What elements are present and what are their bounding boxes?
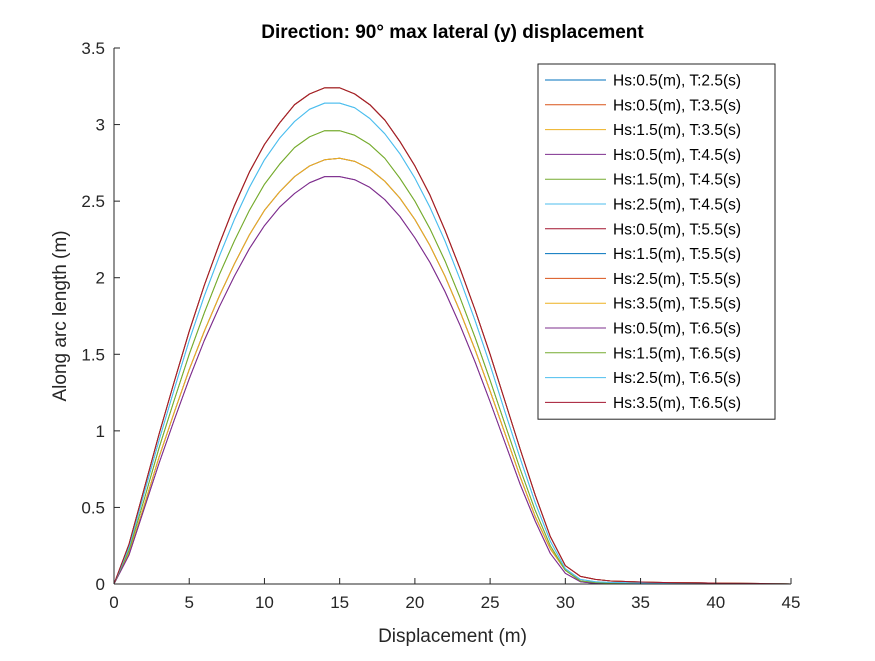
x-tick-label: 45 (782, 593, 801, 612)
legend-label: Hs:2.5(m), T:6.5(s) (613, 370, 741, 387)
legend-label: Hs:1.5(m), T:3.5(s) (613, 122, 741, 139)
y-tick-label: 2 (96, 269, 105, 288)
legend-label: Hs:0.5(m), T:3.5(s) (613, 97, 741, 114)
legend-label: Hs:1.5(m), T:4.5(s) (613, 172, 741, 189)
x-tick-label: 10 (255, 593, 274, 612)
legend-label: Hs:0.5(m), T:6.5(s) (613, 321, 741, 338)
x-axis-title: Displacement (m) (378, 626, 527, 647)
series-line-14 (113, 87, 792, 585)
legend-label: Hs:0.5(m), T:2.5(s) (613, 73, 741, 90)
y-tick-label: 2.5 (81, 192, 105, 211)
legend-label: Hs:1.5(m), T:5.5(s) (613, 246, 741, 263)
x-tick-label: 40 (706, 593, 725, 612)
series-line-13 (113, 102, 792, 585)
y-tick-label: 1.5 (81, 345, 105, 364)
legend-label: Hs:0.5(m), T:5.5(s) (613, 221, 741, 238)
series-layer (113, 87, 792, 585)
x-tick-label: 5 (184, 593, 193, 612)
x-tick-label: 35 (631, 593, 650, 612)
x-tick-label: 20 (405, 593, 424, 612)
legend: Hs:0.5(m), T:2.5(s) Hs:0.5(m), T:3.5(s) Hs… (537, 63, 776, 420)
y-tick-label: 1 (96, 422, 105, 441)
y-tick-label: 0 (96, 575, 105, 594)
legend-label: Hs:2.5(m), T:4.5(s) (613, 197, 741, 214)
chart-title: Direction: 90° max lateral (y) displacem… (261, 22, 644, 43)
x-tick-label: 30 (556, 593, 575, 612)
legend-label: Hs:1.5(m), T:6.5(s) (613, 345, 741, 362)
y-axis-title: Along arc length (m) (50, 230, 71, 401)
legend-label: Hs:2.5(m), T:5.5(s) (613, 271, 741, 288)
legend-label: Hs:0.5(m), T:4.5(s) (613, 147, 741, 164)
x-tick-label: 15 (330, 593, 349, 612)
axes-layer: 0 5 10 15 20 25 30 35 40 45 0 0.5 1 1.5 2 2.5 3 3.5 (81, 39, 800, 612)
legend-label: Hs:3.5(m), T:5.5(s) (613, 296, 741, 313)
x-tick-label: 25 (481, 593, 500, 612)
x-tick-label: 0 (109, 593, 118, 612)
y-tick-label: 3.5 (81, 39, 105, 58)
y-tick-label: 0.5 (81, 498, 105, 517)
legend-label: Hs:3.5(m), T:6.5(s) (613, 395, 741, 412)
y-tick-label: 3 (96, 116, 105, 135)
legend-box (537, 63, 776, 420)
